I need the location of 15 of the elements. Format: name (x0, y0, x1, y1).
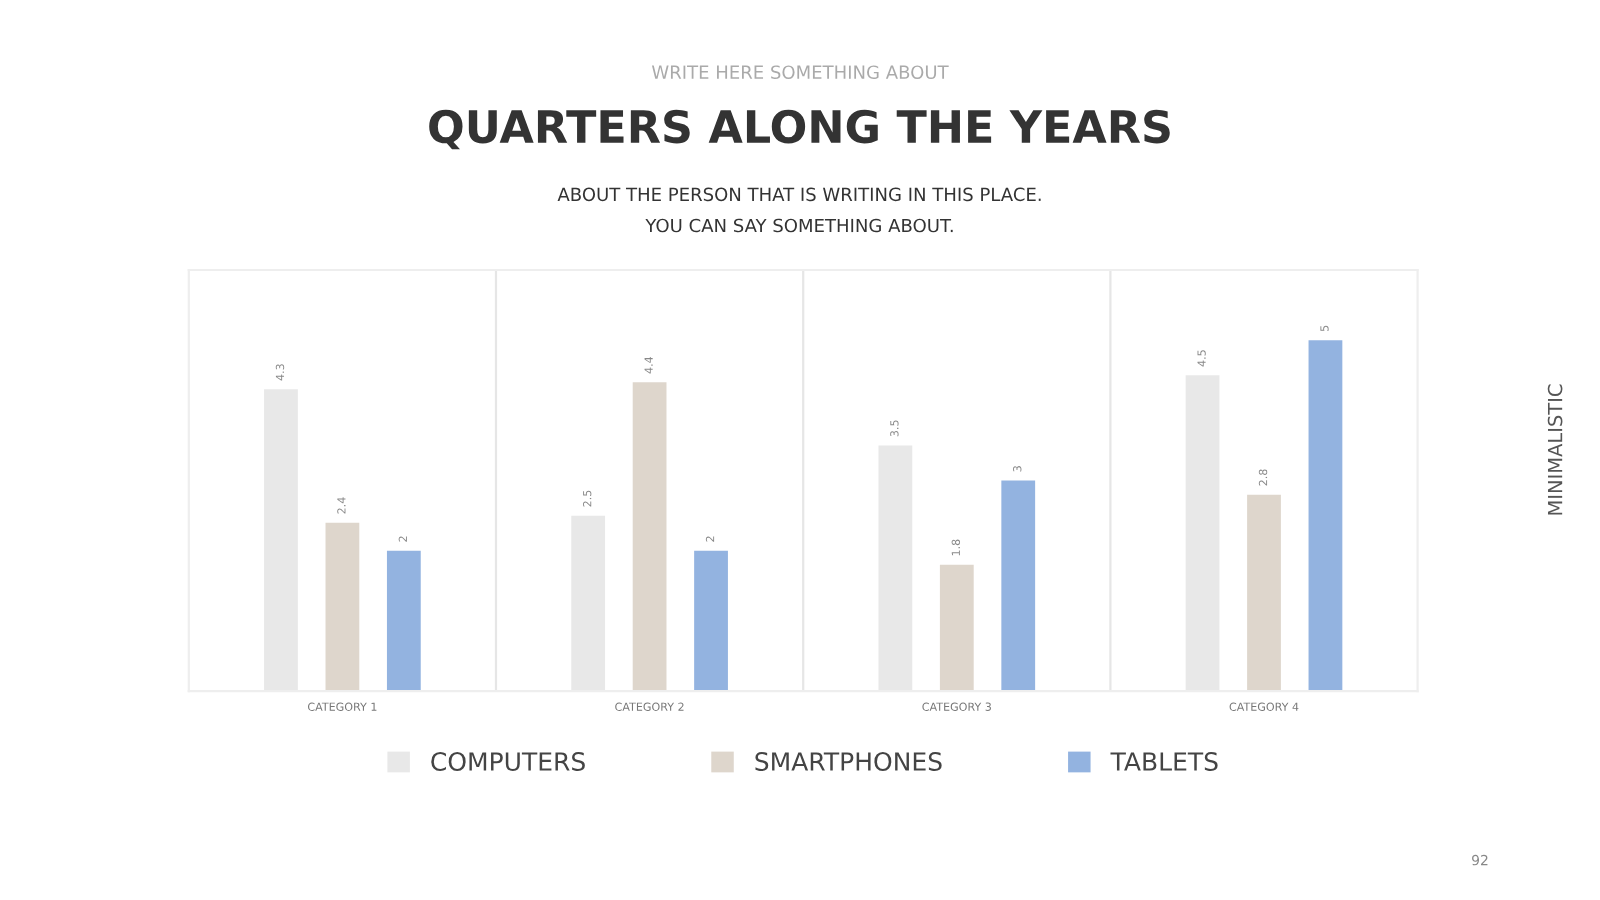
bar (1247, 494, 1281, 692)
legend-label: TABLETS (1110, 752, 1218, 771)
bar (694, 550, 728, 692)
bar (939, 564, 974, 692)
text: MINIMALISTIC (1547, 384, 1563, 515)
bar (1001, 480, 1036, 692)
text: WRITE HERE SOMETHING ABOUT (651, 65, 949, 80)
bar (632, 382, 667, 692)
bar (1308, 340, 1343, 692)
bar (325, 522, 360, 692)
chart-subtitle: ABOUT THE PERSON THAT IS WRITING IN THIS PLACE. YOU CAN SAY SOMETHING ABOUT. (557, 187, 1041, 233)
chart-title: QUARTERS ALONG THE YEARS (429, 109, 1170, 150)
legend-label: COMPUTERS (431, 752, 585, 771)
legend-label: SMARTPHONES (755, 752, 942, 771)
bar (386, 550, 421, 692)
